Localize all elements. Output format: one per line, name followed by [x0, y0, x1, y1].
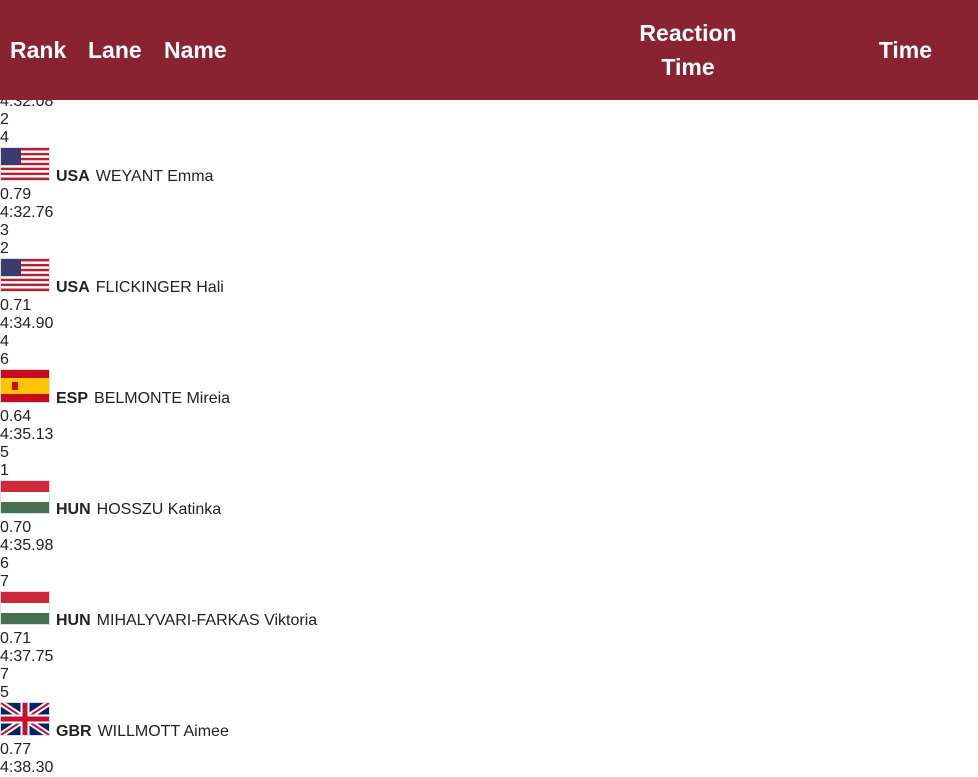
reaction-time: 0.77 — [0, 741, 32, 758]
lane: 4 — [0, 129, 9, 146]
lane: 5 — [0, 684, 9, 701]
time: 4:32.76 — [0, 204, 54, 221]
lane: 2 — [0, 240, 9, 257]
table-row: 7 5 GBR WILLMOTT Aimee 0.77 4:38.30 — [0, 666, 978, 777]
rank: 5 — [0, 444, 9, 461]
rank: 2 — [0, 111, 9, 128]
header-name: Name — [164, 37, 227, 63]
athlete-name: WEYANT Emma — [95, 168, 214, 185]
table-row: 5 1 HUN HOSSZU Katinka 0.70 4:35.98 — [0, 444, 978, 555]
time: 4:34.90 — [0, 315, 54, 332]
athlete: GBR WILLMOTT Aimee — [0, 700, 978, 741]
time: 4:35.98 — [0, 537, 54, 554]
rank: 6 — [0, 555, 9, 572]
noc: HUN — [56, 501, 91, 518]
time: 4:37.75 — [0, 648, 54, 665]
flag — [0, 591, 50, 625]
reaction-time: 0.71 — [0, 297, 32, 314]
header-rank: Rank — [10, 37, 67, 63]
flag — [0, 258, 50, 292]
table-row: 3 2 USA FLICKINGER Hali 0.71 4:34.90 — [0, 222, 978, 333]
flag — [0, 369, 50, 403]
rank: 3 — [0, 222, 9, 239]
flag — [0, 480, 50, 514]
rank: 4 — [0, 333, 9, 350]
time: 4:38.30 — [0, 759, 54, 776]
flag — [0, 700, 51, 738]
athlete-name: WILLMOTT Aimee — [97, 723, 229, 740]
noc: USA — [56, 279, 90, 296]
time: 4:35.13 — [0, 426, 54, 443]
reaction-time: 0.79 — [0, 186, 32, 203]
athlete: USA WEYANT Emma — [0, 147, 978, 186]
reaction-time: 0.70 — [0, 519, 32, 536]
header-lane: Lane — [88, 37, 142, 63]
noc: GBR — [56, 723, 92, 740]
table-row: 4 6 ESP BELMONTE Mireia 0.64 4:35.13 — [0, 333, 978, 444]
athlete-name: FLICKINGER Hali — [95, 279, 224, 296]
lane: 6 — [0, 351, 9, 368]
athlete: ESP BELMONTE Mireia — [0, 369, 978, 408]
table-row: 2 4 USA WEYANT Emma 0.79 4:32.76 — [0, 111, 978, 222]
noc: HUN — [56, 612, 91, 629]
table-row: 6 7 HUN MIHALYVARI-FARKAS Viktoria 0.71 4:37.… — [0, 555, 978, 666]
lane: 1 — [0, 462, 9, 479]
reaction-time: 0.71 — [0, 630, 32, 647]
athlete: HUN HOSSZU Katinka — [0, 480, 978, 519]
athlete-name: MIHALYVARI-FARKAS Viktoria — [96, 612, 318, 629]
noc: ESP — [56, 390, 89, 407]
noc: USA — [56, 168, 90, 185]
athlete-name: BELMONTE Mireia — [94, 390, 231, 407]
reaction-time: 0.64 — [0, 408, 32, 425]
header-time: Time — [878, 37, 932, 63]
athlete: USA FLICKINGER Hali — [0, 258, 978, 297]
lane: 7 — [0, 573, 9, 590]
athlete-name: HOSSZU Katinka — [96, 501, 222, 518]
table-header: Rank Lane Name Reaction Time Time — [0, 0, 978, 100]
flag — [0, 147, 50, 181]
rank: 7 — [0, 666, 9, 683]
athlete: HUN MIHALYVARI-FARKAS Viktoria — [0, 591, 978, 630]
header-reaction: Reaction Time — [639, 20, 737, 80]
